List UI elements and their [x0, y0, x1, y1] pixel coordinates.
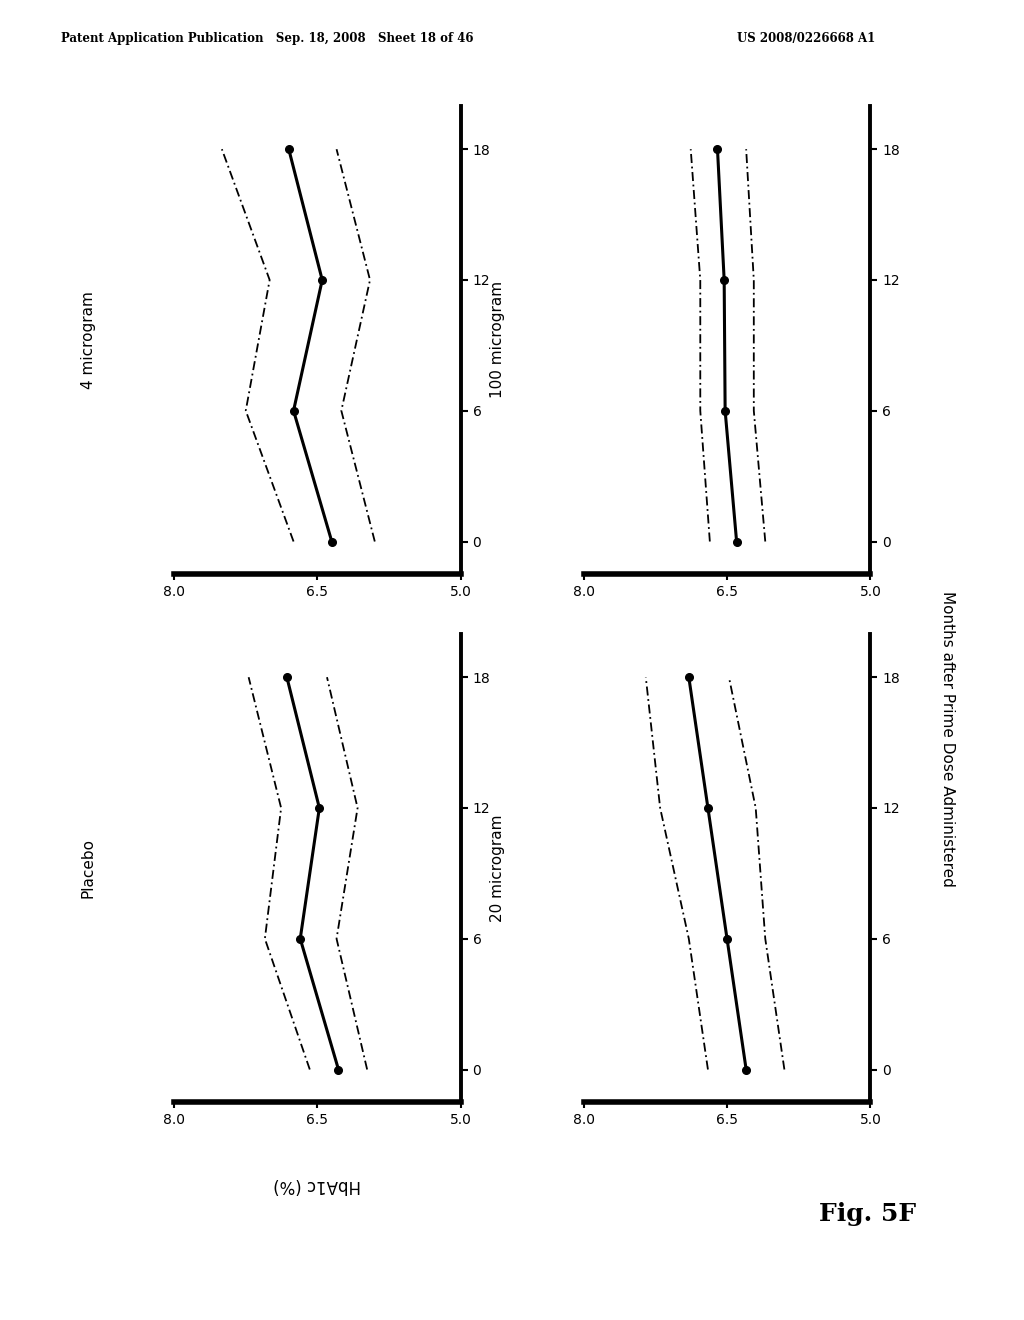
Text: Months after Prime Dose Administered: Months after Prime Dose Administered	[940, 591, 954, 887]
Text: 4 microgram: 4 microgram	[81, 290, 95, 389]
Text: 20 microgram: 20 microgram	[490, 814, 505, 921]
Text: Placebo: Placebo	[81, 838, 95, 898]
Text: HbA1c (%): HbA1c (%)	[273, 1176, 361, 1195]
Text: 100 microgram: 100 microgram	[490, 281, 505, 399]
Text: US 2008/0226668 A1: US 2008/0226668 A1	[737, 32, 876, 45]
Text: Fig. 5F: Fig. 5F	[819, 1203, 916, 1226]
Text: Patent Application Publication   Sep. 18, 2008   Sheet 18 of 46: Patent Application Publication Sep. 18, …	[61, 32, 474, 45]
